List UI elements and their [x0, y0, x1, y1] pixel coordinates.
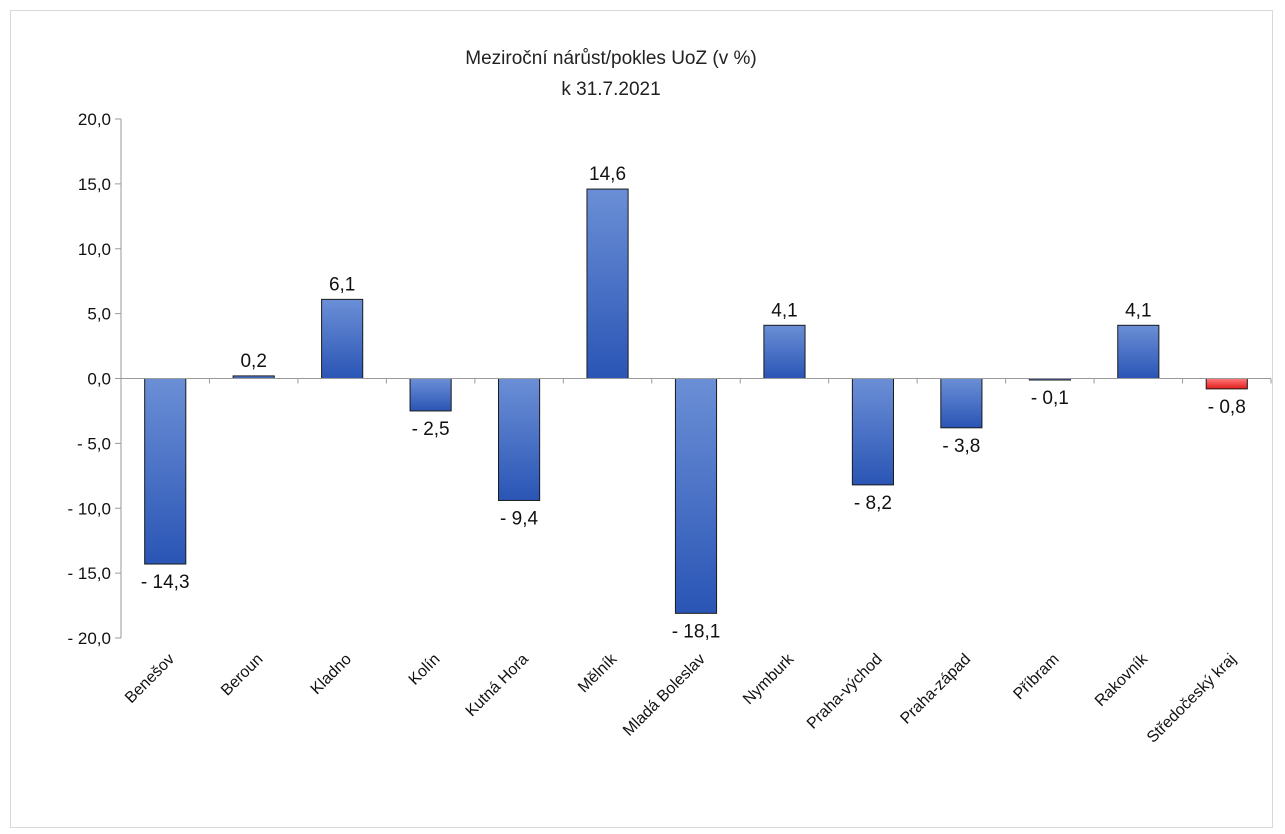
y-tick-label: 20,0	[78, 110, 111, 129]
bar-benešov	[144, 378, 187, 565]
x-category-label: Mělník	[575, 650, 621, 696]
data-label: - 8,2	[854, 493, 892, 514]
bar-kutná-hora	[498, 378, 541, 501]
x-category-label: Beroun	[218, 651, 267, 700]
chart-frame: Meziroční nárůst/pokles UoZ (v %) k 31.7…	[10, 10, 1273, 828]
data-label: 4,1	[771, 300, 797, 321]
x-category-label: Rakovník	[1092, 650, 1152, 710]
data-label: - 3,8	[942, 436, 980, 457]
data-label: 14,6	[589, 164, 626, 185]
bar-chart: Meziroční nárůst/pokles UoZ (v %) k 31.7…	[68, 48, 1272, 747]
data-label: - 0,8	[1208, 397, 1246, 418]
bar-praha-východ	[851, 378, 894, 486]
x-category-label: Kutná Hora	[463, 651, 532, 720]
x-category-label: Kolín	[406, 651, 444, 689]
y-tick-label: - 15,0	[68, 564, 111, 583]
y-tick-label: - 20,0	[68, 629, 111, 648]
data-label: - 2,5	[412, 419, 450, 440]
y-axis: 20,0 15,0 10,0 5,0 0,0 - 5,0 - 10,0 - 15,0 - 20,…	[68, 110, 122, 648]
x-category-label: Středočeský kraj	[1144, 651, 1240, 747]
data-label: - 14,3	[141, 572, 190, 593]
y-tick-label: 10,0	[78, 240, 111, 259]
x-category-label: Nymburk	[740, 650, 798, 708]
data-label: 4,1	[1125, 300, 1151, 321]
data-label: - 9,4	[500, 508, 538, 529]
y-tick-label: 5,0	[87, 305, 111, 324]
bar-rakovník	[1117, 324, 1160, 379]
x-category-label: Benešov	[122, 651, 178, 707]
x-category-label: Příbram	[1010, 651, 1062, 703]
bar-kolín	[409, 378, 452, 412]
bar-středočeský-kraj	[1205, 378, 1248, 390]
chart-title: Meziroční nárůst/pokles UoZ (v %)	[465, 48, 756, 69]
y-tick-label: - 5,0	[77, 434, 111, 453]
bar-mladá-boleslav	[674, 378, 718, 614]
x-category-label: Mladá Boleslav	[620, 651, 709, 740]
x-category-label: Praha-východ	[804, 651, 886, 733]
chart-subtitle: k 31.7.2021	[561, 79, 660, 100]
bars	[144, 188, 1248, 614]
data-labels: - 14,3 0,2 6,1 - 2,5 - 9,4 14,6 - 18,1 4,1 - 8,2…	[141, 164, 1246, 642]
data-label: - 0,1	[1031, 388, 1069, 409]
data-label: 0,2	[240, 351, 266, 372]
bar-praha-západ	[940, 378, 983, 429]
x-category-label: Praha-západ	[897, 651, 974, 728]
y-tick-label: 0,0	[87, 370, 111, 389]
bar-nymburk	[763, 324, 806, 379]
y-tick-label: - 10,0	[68, 499, 111, 518]
x-category-label: Kladno	[308, 651, 355, 698]
bar-kladno	[321, 298, 364, 380]
y-tick-label: 15,0	[78, 175, 111, 194]
data-label: 6,1	[329, 274, 355, 295]
data-label: - 18,1	[672, 621, 721, 642]
bar-mělník	[586, 188, 629, 379]
